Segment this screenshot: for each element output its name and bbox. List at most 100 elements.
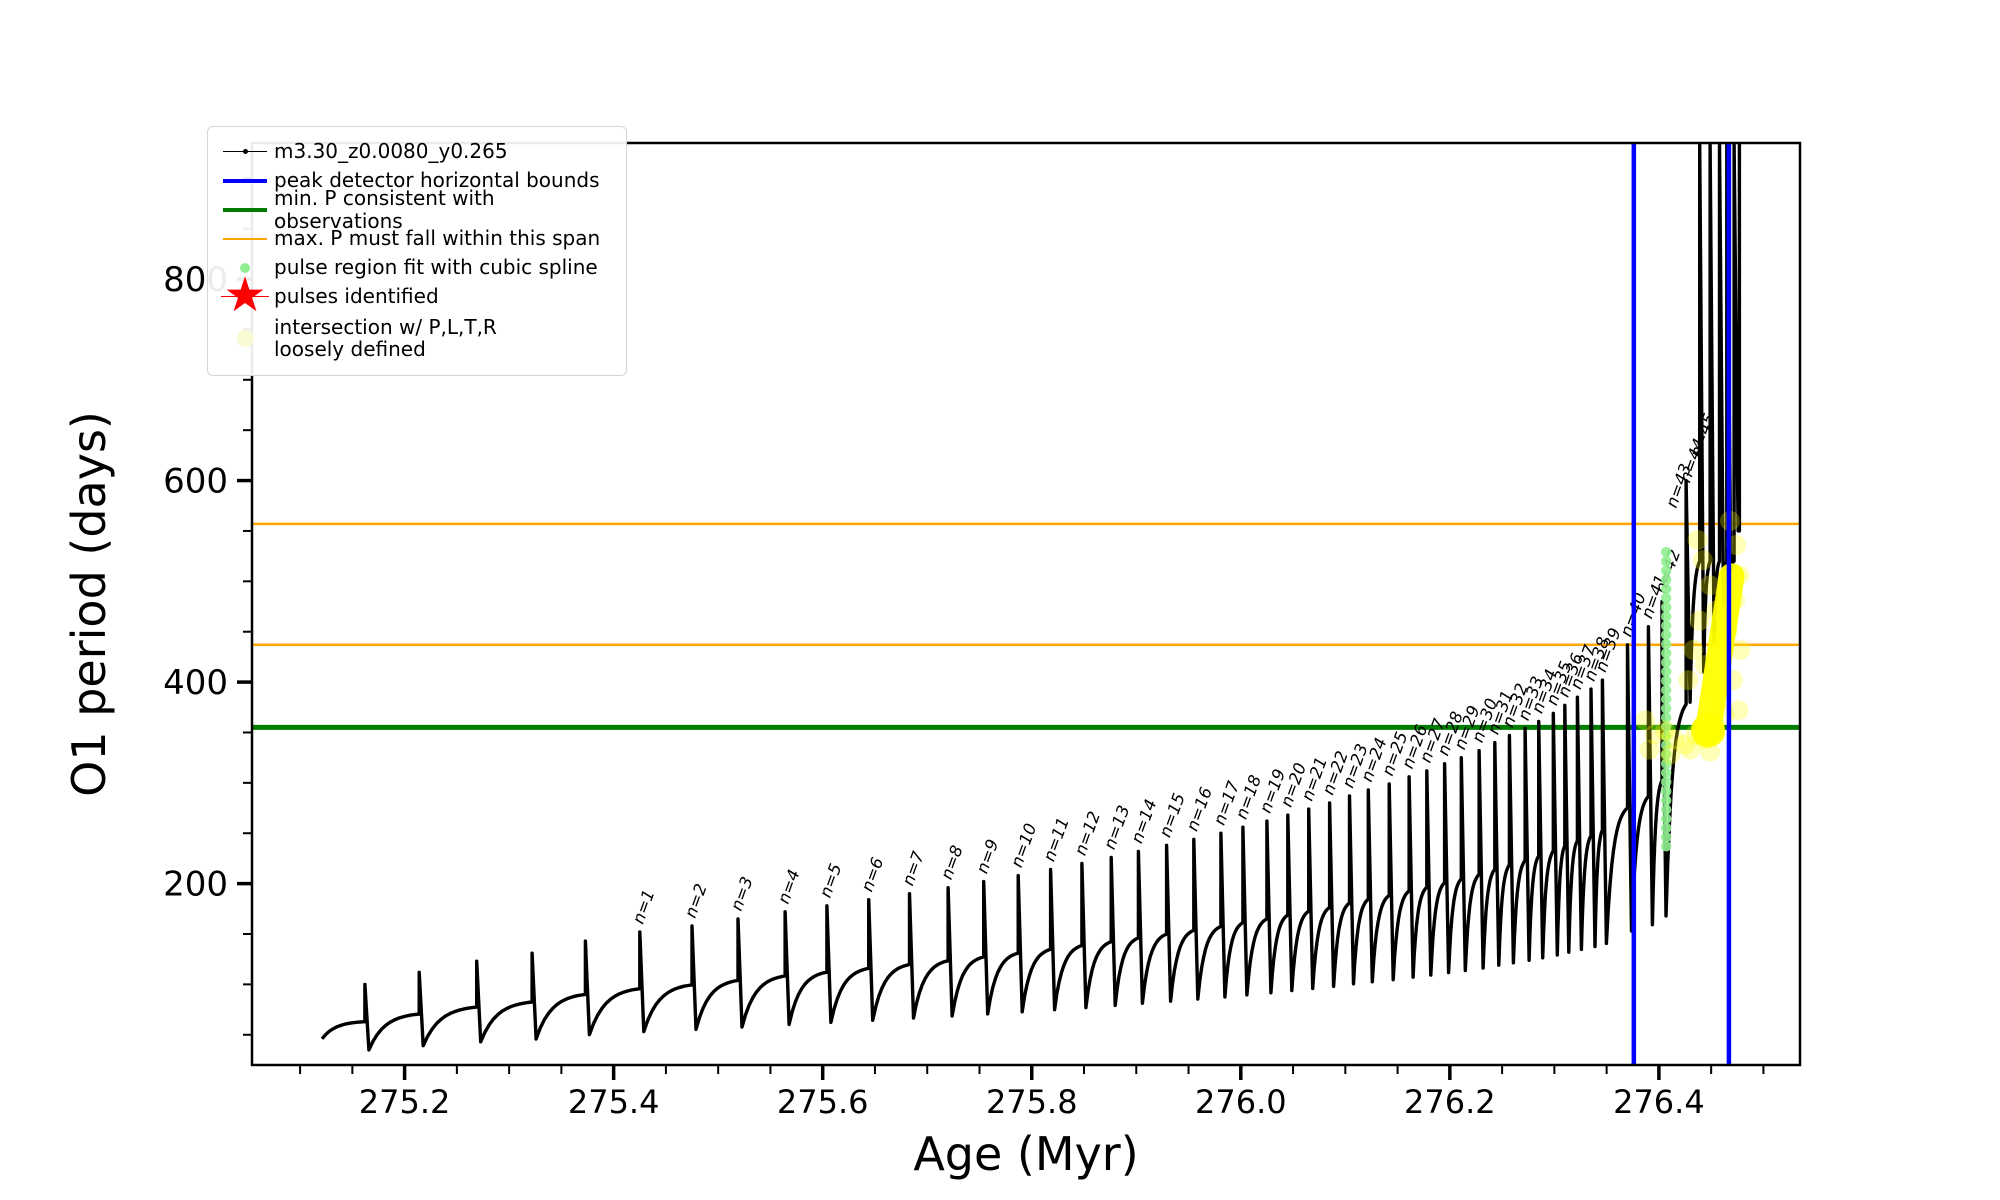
plot-area: n=1 n=2 n=3 n=4 n=5 n=6 n=7 n=8 n=9 n=10 n=11n=12n…: [252, 143, 1800, 1065]
x-tick-label: 275.4: [568, 1083, 660, 1121]
intersection-dot: [1655, 720, 1676, 741]
intersection-dot: [1683, 639, 1704, 660]
legend-label-peak-bounds: peak detector horizontal bounds: [274, 168, 600, 193]
intersection-dot: [1664, 729, 1685, 750]
green-line-marker: [216, 207, 274, 212]
red-star-icon: ★: [216, 271, 274, 319]
legend: m3.30_z0.0080_y0.265 peak detector horiz…: [207, 126, 627, 376]
spline-fit-dot: [1661, 546, 1672, 558]
spline-fit-dot: [1661, 620, 1672, 631]
pulse-label-n=10: n=10: [1007, 821, 1040, 870]
spline-fit-dot: [1661, 804, 1672, 815]
paleyellow-dot-marker: [216, 329, 274, 347]
legend-item-pulses: ★ pulses identified: [216, 271, 612, 319]
spline-fit-dot: [1661, 583, 1672, 595]
lightgreen-dot-marker: [216, 262, 274, 273]
intersection-dot: [1675, 734, 1696, 755]
pulse-label-n=9: n=9: [973, 837, 1003, 876]
y-tick-label: 600: [163, 461, 228, 501]
pulse-label-n=15: n=15: [1155, 791, 1188, 840]
x-tick-label: 276.4: [1613, 1083, 1705, 1121]
legend-item-min-p: min. P consistent with observations: [216, 187, 612, 232]
intersection-dot: [1678, 670, 1699, 691]
spline-fit-dot: [1661, 749, 1672, 760]
pulse-label-n=7: n=7: [898, 848, 928, 888]
intersection-dot: [1730, 639, 1751, 660]
intersection-dot: [1635, 710, 1656, 731]
intersection-swath-end: [1691, 713, 1726, 748]
intersection-dot: [1644, 724, 1665, 745]
spline-fit-dot: [1661, 657, 1672, 668]
x-axis-title: Age (Myr): [913, 1127, 1138, 1181]
legend-label-pulses: pulses identified: [274, 284, 439, 309]
legend-item-spline: pulse region fit with cubic spline: [216, 253, 612, 282]
intersection-dot: [1660, 744, 1681, 765]
spline-fit-dot: [1661, 684, 1672, 696]
legend-label-spline: pulse region fit with cubic spline: [274, 255, 598, 280]
pulse-label-n=5: n=5: [816, 861, 846, 900]
pulse-label-n=45: n=45: [1686, 411, 1719, 460]
spline-fit-dot: [1661, 813, 1672, 824]
pulse-label-n=6: n=6: [858, 855, 888, 894]
pulse-label-n=4: n=4: [774, 867, 804, 906]
spline-fit-dot: [1661, 822, 1672, 834]
pulse-label-n=16: n=16: [1183, 785, 1216, 834]
intersection-dot: [1726, 535, 1747, 556]
spline-fit-dot: [1661, 675, 1672, 687]
pulse-label-n=3: n=3: [727, 874, 757, 913]
intersection-dot: [1700, 575, 1721, 596]
spline-fit-dot: [1661, 767, 1672, 778]
spline-fit-dot: [1661, 831, 1672, 843]
pulse-label-n=13: n=13: [1100, 803, 1133, 852]
intersection-dot: [1680, 739, 1701, 760]
intersection-dot: [1728, 700, 1749, 721]
spline-fit-dot: [1661, 629, 1672, 641]
spline-fit-dot: [1661, 795, 1672, 806]
spline-fit-dot: [1661, 556, 1672, 567]
evolution-track-curve: [320, 143, 1742, 1052]
spline-fit-dot: [1661, 574, 1672, 585]
intersection-dot: [1689, 610, 1710, 631]
blue-line-marker: [216, 178, 274, 183]
legend-item-intersection: intersection w/ P,L,T,R loosely defined: [216, 311, 612, 365]
spline-fit-dot: [1661, 602, 1672, 613]
spline-fit-dot: [1661, 666, 1672, 677]
legend-item-peak-bounds: peak detector horizontal bounds: [216, 166, 612, 195]
x-tick-label: 275.2: [359, 1083, 451, 1121]
legend-item-track: m3.30_z0.0080_y0.265: [216, 137, 612, 166]
pulse-label-n=1: n=1: [629, 887, 659, 926]
spline-fit-dot: [1661, 776, 1672, 788]
pulse-label-n=11: n=11: [1039, 815, 1072, 864]
spline-fit-dot: [1661, 739, 1672, 751]
y-axis-title: O1 period (days): [62, 411, 116, 797]
intersection-dot: [1639, 739, 1660, 760]
axes-spines: [250, 141, 1802, 1067]
pulse-label-n=8: n=8: [937, 843, 967, 882]
pulse-label-n=14: n=14: [1127, 797, 1160, 846]
legend-label-min-p: min. P consistent with observations: [274, 186, 495, 233]
legend-item-max-p: max. P must fall within this span: [216, 224, 612, 253]
orange-line-marker: [216, 237, 274, 240]
legend-label-track: m3.30_z0.0080_y0.265: [274, 139, 508, 164]
black-line-dot-marker: [216, 149, 274, 154]
spline-fit-dot: [1661, 592, 1672, 604]
spline-fit-dot: [1661, 648, 1672, 659]
intersection-dot: [1692, 550, 1713, 571]
spline-fit-dot: [1661, 694, 1672, 705]
spline-fit-dot: [1661, 785, 1672, 797]
legend-label-intersection: intersection w/ P,L,T,R loosely defined: [274, 314, 497, 361]
y-tick-label: 200: [163, 865, 228, 905]
spline-fit-dot: [1661, 712, 1672, 723]
x-tick-label: 276.2: [1404, 1083, 1496, 1121]
pulse-label-n=2: n=2: [681, 881, 711, 920]
y-tick-label: 400: [163, 663, 228, 703]
intersection-dot: [1687, 530, 1708, 551]
spline-fit-dot: [1661, 721, 1672, 733]
x-tick-label: 275.8: [986, 1083, 1078, 1121]
spline-fit-dot: [1661, 703, 1672, 714]
x-tick-label: 276.0: [1195, 1083, 1287, 1121]
spline-fit-dot: [1661, 841, 1672, 852]
spline-fit-dot: [1661, 730, 1672, 742]
